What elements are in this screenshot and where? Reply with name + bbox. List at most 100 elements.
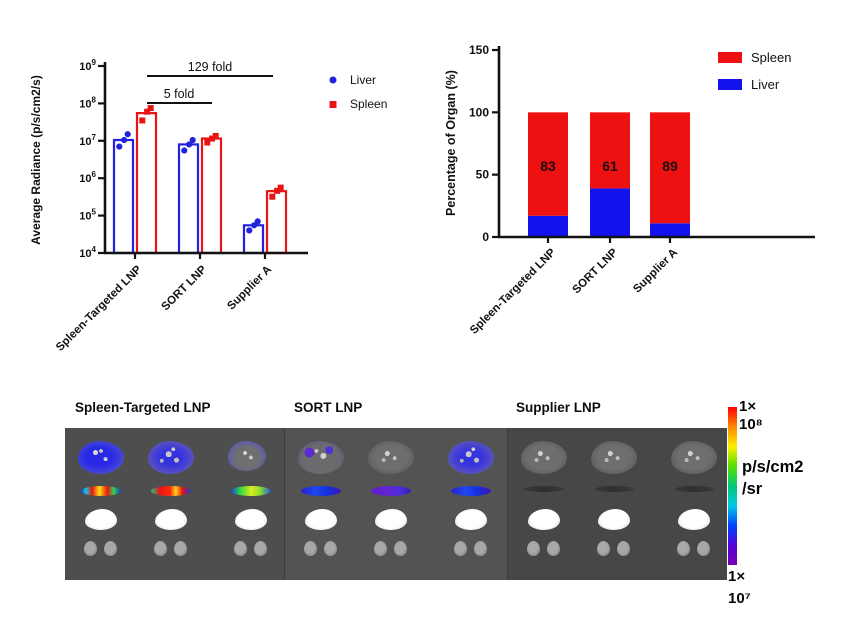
point-liver <box>181 147 188 154</box>
y-tick-label: 109 <box>79 58 96 73</box>
point-spleen <box>209 135 216 142</box>
spleen-image <box>593 486 634 492</box>
heart-lung-image <box>375 509 408 530</box>
bar-liver-1 <box>177 143 200 255</box>
liver-image <box>298 441 345 474</box>
point-liver <box>124 131 131 138</box>
kidneys-image <box>374 541 408 557</box>
colorbar-unit-line1: p/s/cm2 <box>742 458 804 476</box>
heart-lung-image <box>677 509 710 530</box>
radiance-colorbar <box>728 407 737 565</box>
stack-spleen-2 <box>650 112 690 224</box>
point-spleen <box>212 132 219 139</box>
point-liver <box>254 218 261 225</box>
y-tick-label: 0 <box>482 230 489 244</box>
fold-annotation-label: 129 fold <box>188 60 233 74</box>
panel-title-supplier: Supplier LNP <box>516 400 601 415</box>
liver-image <box>520 441 567 474</box>
heart-lung-image <box>85 509 117 530</box>
organ-image-strip <box>65 428 727 580</box>
heart-lung-image <box>155 509 187 530</box>
stack-liver-1 <box>590 188 630 237</box>
point-spleen <box>147 105 154 112</box>
organ-panel-2 <box>506 428 727 580</box>
stack-liver-2 <box>650 223 690 237</box>
x-category-label: Supplier A <box>225 264 274 313</box>
heart-lung-image <box>597 509 630 530</box>
stack-spleen-0 <box>528 112 568 216</box>
heart-lung-image <box>455 509 488 530</box>
legend-liver-label: Liver <box>350 73 376 87</box>
colorbar-unit-line2: /sr <box>742 480 763 498</box>
bar-spleen-2 <box>265 190 288 255</box>
point-spleen <box>269 193 276 200</box>
kidneys-image <box>84 541 118 557</box>
kidneys-image <box>234 541 268 557</box>
spleen-image <box>81 486 121 496</box>
bar-spleen-1 <box>200 137 223 255</box>
stack-liver-0 <box>528 215 568 237</box>
y-tick-label: 100 <box>469 105 489 119</box>
y-tick-label: 105 <box>79 208 96 223</box>
point-spleen <box>274 187 281 194</box>
heart-lung-image <box>527 509 560 530</box>
spleen-image <box>151 486 191 496</box>
panel-title-sort: SORT LNP <box>294 400 363 415</box>
x-category-label: SORT LNP <box>571 246 621 296</box>
y-tick-label: 108 <box>79 95 96 110</box>
legend-spleen-marker <box>329 101 337 108</box>
bar-liver-0 <box>112 138 135 255</box>
stack-value-label: 61 <box>602 158 618 174</box>
kidneys-image <box>676 541 711 557</box>
point-spleen <box>139 117 146 124</box>
stack-value-label: 89 <box>662 158 678 174</box>
kidneys-image <box>596 541 631 557</box>
stack-spleen-1 <box>590 112 630 189</box>
legend-spleen-marker <box>718 52 742 63</box>
y-tick-label: 50 <box>476 168 490 182</box>
spleen-image <box>301 486 342 496</box>
legend-liver-marker <box>329 76 337 84</box>
y-tick-label: 106 <box>79 170 96 185</box>
radiance-bar-chart: 104 105 106 107 108 109 Average Radiance (p/s/… <box>29 58 387 354</box>
point-spleen <box>277 184 284 191</box>
colorbar-max-exponent: 10⁸ <box>739 416 763 433</box>
spleen-image <box>673 486 714 492</box>
liver-image <box>590 441 637 474</box>
point-liver <box>189 136 196 144</box>
colorbar-max-coefficient: 1× <box>739 398 757 415</box>
stack-value-label: 83 <box>540 158 556 174</box>
legend-liver-marker <box>718 79 742 90</box>
x-category-label: Spleen-Targeted LNP <box>468 246 558 336</box>
x-category-label: Spleen-Targeted LNP <box>54 263 144 353</box>
point-liver <box>121 136 128 144</box>
y-tick-label: 150 <box>469 43 489 57</box>
liver-image <box>228 441 266 471</box>
spleen-image <box>523 486 564 492</box>
colorbar-min-exponent: 10⁷ <box>728 590 751 607</box>
point-liver <box>186 141 193 148</box>
y-axis-label: Average Radiance (p/s/cm2/s) <box>29 75 43 245</box>
legend-liver-label: Liver <box>751 77 780 92</box>
y-axis-label: Percentage of Organ (%) <box>444 70 458 216</box>
liver-image <box>148 441 194 474</box>
point-liver <box>251 222 258 229</box>
legend-spleen-label: Spleen <box>751 50 791 65</box>
spleen-image <box>451 486 492 496</box>
x-category-label: SORT LNP <box>160 263 210 313</box>
spleen-image <box>371 486 412 496</box>
y-tick-label: 107 <box>79 133 96 148</box>
liver-image <box>448 441 495 474</box>
fold-annotation-label: 5 fold <box>164 87 195 101</box>
point-liver <box>246 227 253 234</box>
liver-image <box>78 441 124 474</box>
organ-panel-1 <box>284 428 507 580</box>
heart-lung-image <box>235 509 267 530</box>
spleen-image <box>231 486 271 496</box>
liver-image <box>670 441 717 474</box>
colorbar-min-coefficient: 1× <box>728 568 746 585</box>
y-tick-label: 104 <box>79 245 96 260</box>
point-liver <box>116 143 123 150</box>
kidneys-image <box>154 541 188 557</box>
